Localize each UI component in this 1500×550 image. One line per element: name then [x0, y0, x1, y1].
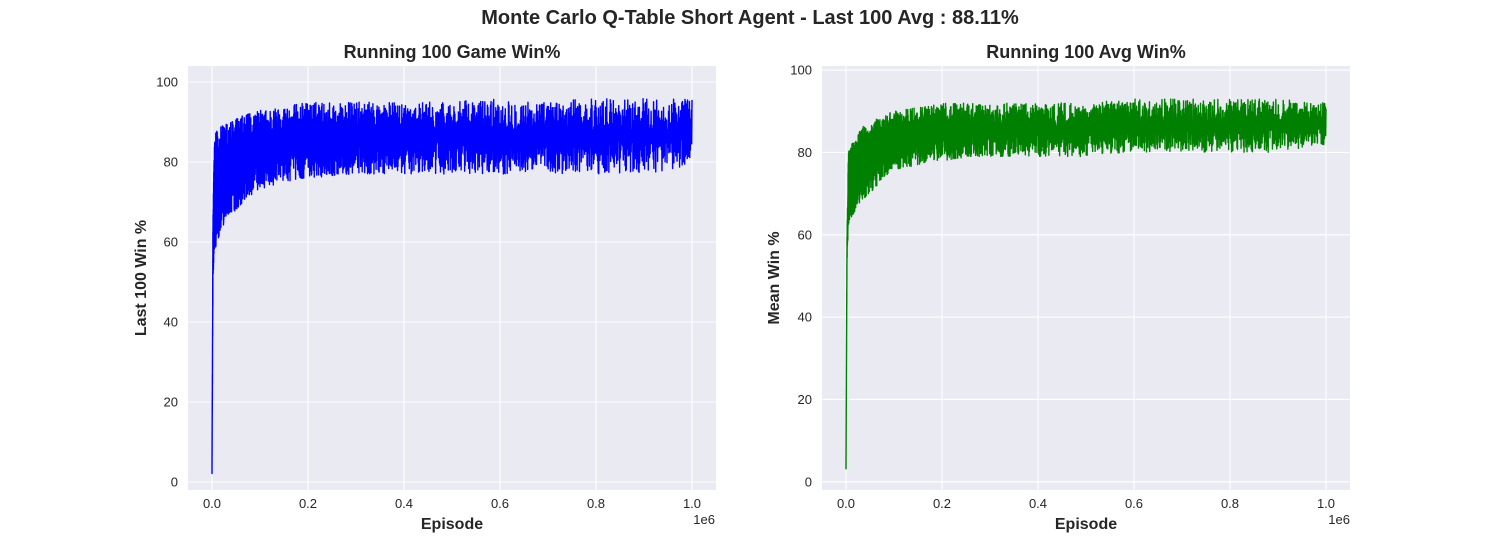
x-axis-label: Episode — [1055, 516, 1117, 533]
y-tick-label: 80 — [798, 145, 812, 160]
y-tick-label: 80 — [164, 155, 178, 170]
x-axis-offset-label: 1e6 — [1328, 512, 1350, 527]
y-tick-label: 100 — [156, 75, 178, 90]
x-tick-label: 0.0 — [837, 496, 855, 511]
series-line — [845, 98, 1327, 470]
y-axis-label: Mean Win % — [766, 231, 783, 324]
y-tick-label: 40 — [164, 315, 178, 330]
y-tick-label: 20 — [164, 395, 178, 410]
x-axis-offset-label: 1e6 — [693, 512, 715, 527]
figure-title: Monte Carlo Q-Table Short Agent - Last 1… — [481, 7, 1019, 29]
y-tick-label: 0 — [171, 475, 178, 490]
plot-area — [822, 66, 1350, 490]
y-tick-label: 0 — [805, 474, 812, 489]
x-tick-label: 1.0 — [1317, 496, 1335, 511]
y-axis-label: Last 100 Win % — [133, 220, 150, 336]
x-tick-label: 1.0 — [683, 496, 701, 511]
x-tick-label: 0.8 — [587, 496, 605, 511]
plot-area — [188, 66, 716, 490]
x-tick-label: 0.6 — [491, 496, 509, 511]
x-tick-label: 0.2 — [299, 496, 317, 511]
y-tick-label: 60 — [798, 227, 812, 242]
y-tick-label: 60 — [164, 235, 178, 250]
chart-title: Running 100 Game Win% — [344, 42, 561, 62]
x-axis-label: Episode — [421, 516, 483, 533]
x-tick-label: 0.0 — [203, 496, 221, 511]
chart-title: Running 100 Avg Win% — [986, 42, 1186, 62]
x-tick-label: 0.8 — [1221, 496, 1239, 511]
x-tick-label: 0.4 — [395, 496, 413, 511]
x-tick-label: 0.2 — [933, 496, 951, 511]
y-tick-label: 40 — [798, 310, 812, 325]
y-tick-label: 20 — [798, 392, 812, 407]
y-tick-label: 100 — [790, 63, 812, 78]
x-tick-label: 0.4 — [1029, 496, 1047, 511]
x-tick-label: 0.6 — [1125, 496, 1143, 511]
series-line — [211, 98, 693, 475]
